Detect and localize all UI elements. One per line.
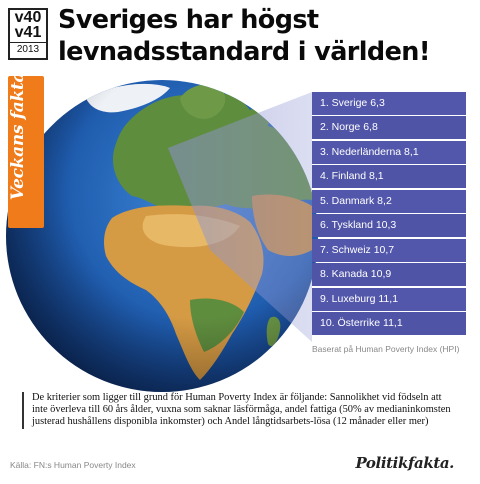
weekly-fact-tag [8,76,44,228]
ranking-item: 10. Österrike 11,1 [312,312,466,336]
index-note: Baserat på Human Poverty Index (HPI) [312,344,460,354]
year-label: 2013 [10,42,46,56]
headline-line-1: Sveriges har högst [58,5,319,35]
brand-logo: Politikfakta. [355,454,454,472]
ranking-item: 5. Danmark 8,2 [312,189,466,213]
headline-line-2: levnadsstandard i världen! [58,37,430,67]
ranking-item: 4. Finland 8,1 [312,165,466,189]
ranking-item: 6. Tyskland 10,3 [312,214,466,238]
globe-illustration [6,80,318,392]
source-credit: Källa: FN:s Human Poverty Index [10,460,136,470]
ranking-list: 1. Sverige 6,3 2. Norge 6,8 3. Nederländ… [312,92,466,337]
headline: Sveriges har högst levnadsstandard i vär… [58,4,478,68]
ranking-item: 7. Schweiz 10,7 [312,238,466,262]
highlight-beam [168,92,312,342]
week-label-2: v41 [14,24,42,41]
ranking-item: 3. Nederländerna 8,1 [312,140,466,164]
criteria-description: De kriterier som ligger till grund för H… [22,392,456,429]
week-badge: v40 v41 2013 [8,8,48,60]
ranking-item: 2. Norge 6,8 [312,116,466,140]
week-label-1: v40 [14,9,42,26]
ranking-item: 8. Kanada 10,9 [312,263,466,287]
weekly-fact-label: Veckans fakta [8,71,28,201]
ranking-item: 1. Sverige 6,3 [312,92,466,115]
ranking-item: 9. Luxeburg 11,1 [312,287,466,311]
